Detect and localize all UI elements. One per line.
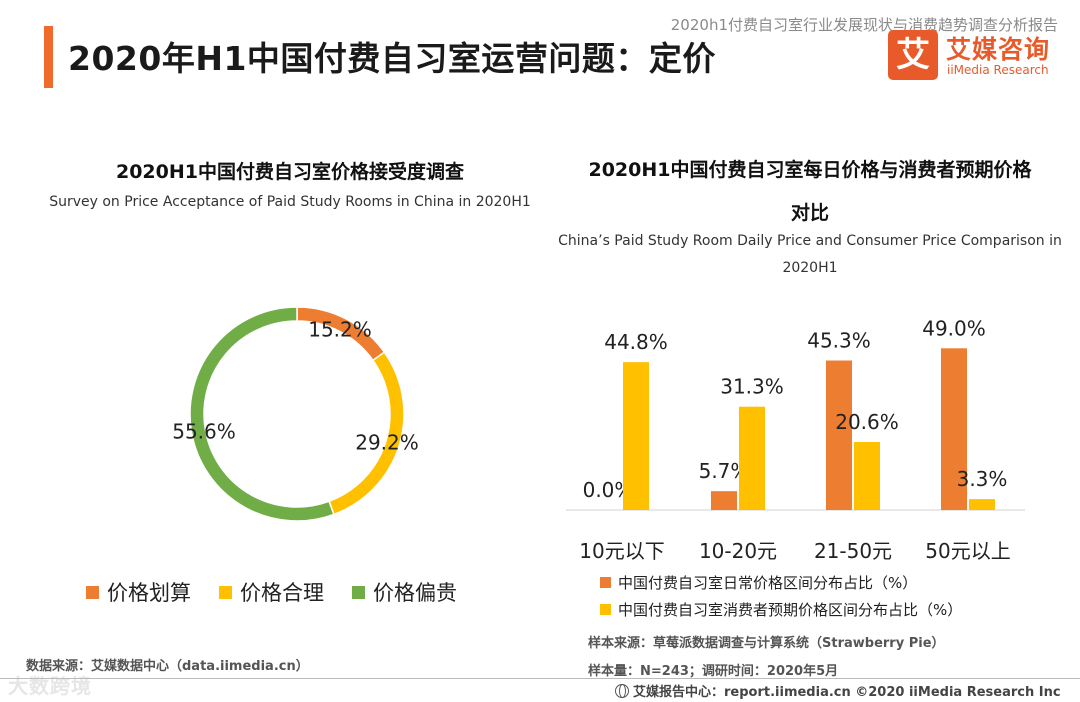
bar-value-label: 49.0%	[922, 316, 986, 340]
footer-divider	[0, 678, 1080, 679]
logo-name-cn: 艾媒咨询	[946, 35, 1051, 64]
globe-icon	[615, 683, 629, 698]
legend-item-expected-price: 中国付费自习室消费者预期价格区间分布占比（%）	[600, 596, 962, 623]
legend-label: 中国付费自习室消费者预期价格区间分布占比（%）	[618, 601, 963, 619]
donut-legend: 价格划算 价格合理 价格偏贵	[86, 577, 457, 607]
x-tick-label: 10-20元	[699, 539, 777, 563]
bar-chart-title-line2: 对比	[790, 202, 829, 224]
legend-swatch-yellow	[600, 604, 611, 615]
legend-label: 价格合理	[240, 581, 324, 605]
bar-chart-subtitle-line2: 2020H1	[782, 260, 838, 276]
legend-label: 价格划算	[107, 581, 191, 605]
bar	[941, 348, 967, 510]
bar-value-label: 31.3%	[720, 375, 784, 399]
footer-report-center[interactable]: 艾媒报告中心：report.iimedia.cn ©2020 iiMedia R…	[615, 681, 1061, 700]
donut-slice-label: 55.6%	[172, 420, 236, 444]
sample-size-note: 样本量：N=243；调研时间：2020年5月	[588, 664, 839, 679]
bar-chart-subtitle: China’s Paid Study Room Daily Price and …	[558, 233, 1062, 249]
iimedia-logo: 艾 艾媒咨询 iiMedia Research	[888, 30, 1063, 82]
bar	[623, 362, 649, 510]
legend-swatch-green	[352, 585, 365, 599]
bar	[711, 491, 737, 510]
logo-name-en: iiMedia Research	[947, 63, 1049, 77]
legend-item-daily-price: 中国付费自习室日常价格区间分布占比（%）	[600, 569, 962, 596]
x-tick-label: 10元以下	[579, 539, 664, 563]
footer-report-text: 艾媒报告中心：report.iimedia.cn ©2020 iiMedia R…	[633, 685, 1061, 700]
bar-legend: 中国付费自习室日常价格区间分布占比（%） 中国付费自习室消费者预期价格区间分布占…	[600, 569, 962, 623]
page-title: 2020年H1中国付费自习室运营问题：定价	[68, 39, 716, 78]
donut-chart-subtitle: Survey on Price Acceptance of Paid Study…	[49, 194, 531, 210]
x-tick-label: 50元以上	[925, 539, 1010, 563]
legend-item-fair: 价格合理	[219, 577, 324, 607]
legend-swatch-orange	[86, 585, 99, 599]
legend-item-cheap: 价格划算	[86, 577, 191, 607]
donut-slice-label: 29.2%	[355, 431, 419, 455]
bar-value-label: 3.3%	[957, 467, 1008, 491]
legend-swatch-yellow	[219, 585, 232, 599]
legend-label: 中国付费自习室日常价格区间分布占比（%）	[618, 574, 918, 592]
report-name: 2020h1付费自习室行业发展现状与消费趋势调查分析报告	[670, 16, 1058, 34]
watermark: 大数跨境	[8, 674, 92, 698]
bar-chart-title: 2020H1中国付费自习室每日价格与消费者预期价格	[588, 159, 1032, 181]
bar	[969, 499, 995, 510]
donut-chart-title: 2020H1中国付费自习室价格接受度调查	[115, 161, 464, 183]
bar-value-label: 20.6%	[835, 410, 899, 434]
donut-slice-label: 15.2%	[308, 318, 372, 342]
legend-item-expensive: 价格偏贵	[352, 577, 457, 607]
bar	[854, 442, 880, 510]
x-tick-label: 21-50元	[814, 539, 892, 563]
donut-slice	[189, 306, 335, 522]
logo-mark-icon: 艾	[888, 30, 938, 80]
bar	[826, 360, 852, 510]
data-source-note: 数据来源：艾媒数据中心（data.iimedia.cn）	[26, 659, 309, 674]
bar-value-label: 45.3%	[807, 329, 871, 353]
bar	[739, 406, 765, 510]
legend-label: 价格偏贵	[373, 581, 457, 605]
legend-swatch-orange	[600, 577, 611, 588]
bar-value-label: 44.8%	[604, 330, 668, 354]
title-accent-bar	[44, 26, 53, 88]
sample-source-note: 样本来源：草莓派数据调查与计算系统（Strawberry Pie）	[588, 636, 945, 651]
